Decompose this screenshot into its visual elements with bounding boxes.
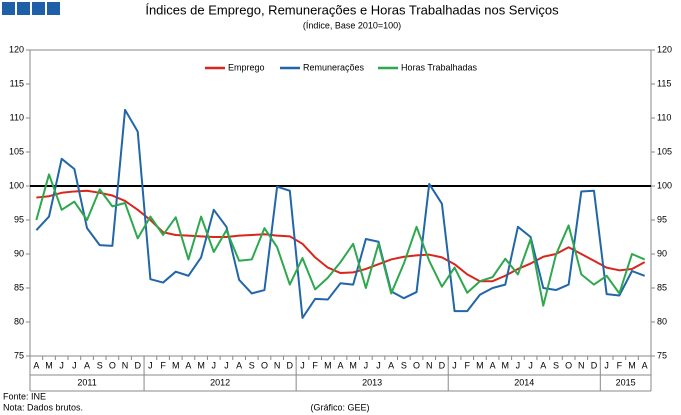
x-tick-label: F [312, 360, 318, 370]
y-tick-label: 85 [14, 282, 24, 292]
x-tick-label: A [490, 360, 496, 370]
y2-tick-label: 120 [657, 44, 672, 54]
series-line [36, 189, 646, 283]
x-tick-label: A [84, 360, 90, 370]
year-label: 2013 [362, 377, 382, 387]
x-tick-label: M [349, 360, 357, 370]
x-tick-label: D [439, 360, 446, 370]
year-label: 2012 [210, 377, 230, 387]
x-tick-label: N [122, 360, 129, 370]
x-tick-label: S [97, 360, 103, 370]
x-tick-label: F [617, 360, 623, 370]
y-tick-label: 100 [9, 180, 24, 190]
x-tick-label: J [364, 360, 369, 370]
x-tick-label: J [148, 360, 153, 370]
x-tick-label: O [109, 360, 116, 370]
y2-tick-label: 95 [657, 214, 667, 224]
x-tick-label: M [45, 360, 53, 370]
y2-tick-label: 75 [657, 350, 667, 360]
y2-tick-label: 115 [657, 78, 671, 88]
x-tick-label: S [249, 360, 255, 370]
x-tick-label: M [476, 360, 484, 370]
year-label: 2014 [514, 377, 534, 387]
data-note: Nota: Dados brutos. [3, 402, 83, 412]
y2-tick-label: 80 [657, 316, 667, 326]
x-tick-label: J [604, 360, 609, 370]
x-tick-label: O [565, 360, 572, 370]
y-tick-label: 75 [14, 350, 24, 360]
x-tick-label: M [502, 360, 510, 370]
x-tick-label: A [642, 360, 648, 370]
legend-label: Emprego [228, 62, 265, 72]
x-tick-label: D [591, 360, 598, 370]
legend-label: Remunerações [303, 62, 365, 72]
year-label: 2011 [77, 377, 96, 387]
x-tick-label: A [388, 360, 394, 370]
logo-square [2, 2, 15, 15]
series-line [35, 173, 646, 307]
x-tick-label: F [160, 360, 166, 370]
x-tick-label: N [578, 360, 585, 370]
x-tick-label: J [376, 360, 381, 370]
logo-square [32, 2, 45, 15]
x-tick-label: J [224, 360, 229, 370]
y-tick-label: 120 [9, 44, 24, 54]
x-tick-label: A [337, 360, 343, 370]
y2-tick-label: 110 [657, 112, 671, 122]
series-line [35, 108, 646, 319]
plot-frame [29, 49, 652, 357]
x-tick-label: M [197, 360, 205, 370]
y-tick-label: 80 [14, 316, 24, 326]
y-tick-label: 105 [9, 146, 24, 156]
x-tick-label: S [401, 360, 407, 370]
x-tick-label: F [464, 360, 470, 370]
y2-tick-label: 100 [657, 180, 672, 190]
x-tick-label: O [261, 360, 268, 370]
x-tick-label: J [72, 360, 77, 370]
x-tick-label: M [324, 360, 332, 370]
x-tick-label: J [212, 360, 217, 370]
legend-label: Horas Trabalhadas [401, 62, 478, 72]
x-tick-label: J [516, 360, 521, 370]
x-tick-label: A [185, 360, 191, 370]
x-tick-label: J [59, 360, 64, 370]
y-tick-label: 110 [10, 112, 24, 122]
x-tick-label: O [413, 360, 420, 370]
chart-subtitle: (Índice, Base 2010=100) [303, 20, 401, 30]
credit: (Gráfico: GEE) [310, 402, 369, 412]
x-tick-label: A [236, 360, 242, 370]
x-tick-label: N [426, 360, 433, 370]
x-tick-label: J [452, 360, 457, 370]
x-tick-label: J [300, 360, 305, 370]
y-tick-label: 95 [14, 214, 24, 224]
x-tick-label: N [274, 360, 281, 370]
year-label: 2015 [616, 377, 636, 387]
x-tick-label: A [33, 360, 39, 370]
x-tick-label: M [172, 360, 180, 370]
chart-title: Índices de Emprego, Remunerações e Horas… [145, 2, 559, 17]
x-tick-label: J [528, 360, 533, 370]
source-note: Fonte: INE [3, 391, 46, 401]
x-tick-label: M [628, 360, 636, 370]
y2-tick-label: 90 [657, 248, 667, 258]
x-tick-label: S [553, 360, 559, 370]
x-tick-label: A [540, 360, 546, 370]
y2-tick-label: 85 [657, 282, 667, 292]
logo-square [17, 2, 30, 15]
x-tick-label: D [287, 360, 294, 370]
y-tick-label: 90 [14, 248, 24, 258]
logo-square [47, 2, 60, 15]
y2-tick-label: 105 [657, 146, 672, 156]
x-tick-label: D [134, 360, 141, 370]
y-tick-label: 115 [10, 78, 24, 88]
